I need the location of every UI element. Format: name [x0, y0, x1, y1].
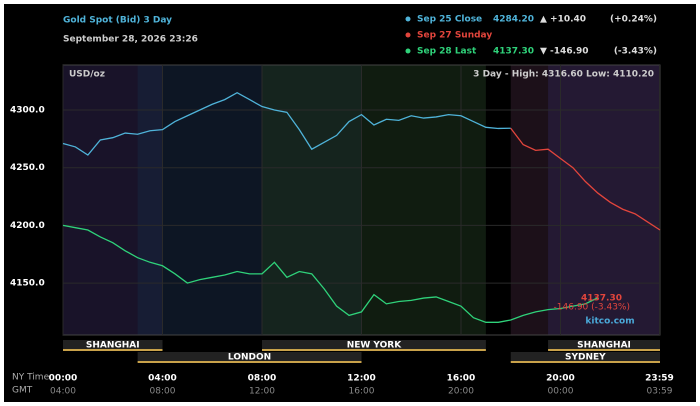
legend-change: ▲ +10.40 [540, 15, 586, 25]
last-price: 4137.30 [581, 294, 622, 304]
legend-close: 4137.30 [493, 47, 534, 57]
x-tick-label: 23:59 [645, 374, 674, 384]
legend-label: Sep 27 Sunday [417, 31, 492, 41]
unit-label: USD/oz [69, 70, 105, 80]
x2-tick-label: 00:00 [548, 387, 574, 397]
y-tick-label: 4300.0 [10, 106, 45, 116]
legend-marker [405, 16, 411, 22]
legend-pct: (+0.24%) [610, 15, 657, 25]
y-tick-label: 4150.0 [10, 279, 45, 289]
session-label: SHANGHAI [577, 341, 631, 351]
series-line [62, 224, 599, 323]
y-tick-label: 4250.0 [10, 163, 45, 173]
session-label: LONDON [228, 353, 271, 363]
watermark: kitco.com [585, 317, 634, 327]
x2-tick-label: 20:00 [448, 387, 474, 397]
x2-axis-label: GMT [12, 386, 33, 396]
chart-subtitle: September 28, 2026 23:26 [63, 35, 198, 45]
x2-tick-label: 03:59 [647, 387, 673, 397]
y-tick-label: 4200.0 [10, 221, 45, 231]
session-bar [137, 352, 362, 362]
x2-tick-label: 08:00 [150, 387, 176, 397]
last-change: -146.90 (-3.43%) [554, 303, 630, 313]
series-line [510, 127, 661, 231]
session-label: SHANGHAI [86, 341, 140, 351]
session-label: SYDNEY [565, 353, 606, 363]
x-tick-label: 12:00 [347, 374, 376, 384]
chart-title: Gold Spot (Bid) 3 Day [63, 16, 172, 26]
legend-pct: (-3.43%) [614, 47, 657, 57]
x2-tick-label: 16:00 [349, 387, 375, 397]
x-tick-label: 04:00 [148, 374, 177, 384]
legend-change: ▼ -146.90 [540, 47, 589, 57]
range-label: 3 Day - High: 4316.60 Low: 4110.20 [473, 70, 654, 80]
legend-marker [405, 32, 411, 38]
x-axis-label: NY Time [12, 373, 50, 383]
session-bar [510, 352, 660, 362]
x2-tick-label: 12:00 [249, 387, 275, 397]
x-tick-label: 00:00 [49, 374, 78, 384]
x-tick-label: 20:00 [546, 374, 575, 384]
x-tick-label: 16:00 [447, 374, 476, 384]
series-line [62, 91, 511, 156]
legend-close: 4284.20 [493, 15, 534, 25]
session-label: NEW YORK [347, 341, 403, 351]
legend-label: Sep 25 Close [417, 15, 482, 25]
x-tick-label: 08:00 [248, 374, 277, 384]
legend-label: Sep 28 Last [417, 47, 477, 57]
x2-tick-label: 04:00 [50, 387, 76, 397]
session-bar [262, 340, 486, 350]
session-bar [548, 340, 660, 350]
session-bar [63, 340, 163, 350]
legend-marker [405, 48, 411, 54]
